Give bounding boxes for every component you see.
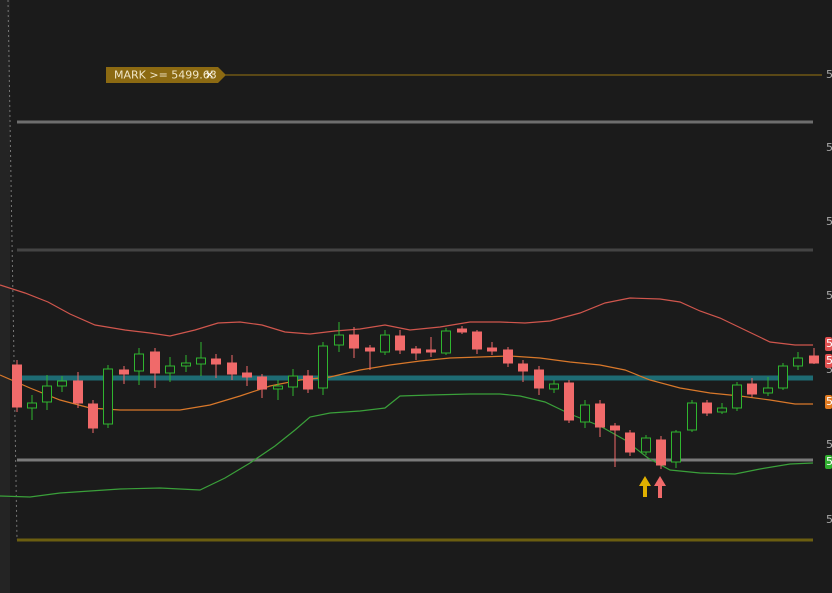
candle-body (288, 375, 298, 388)
price-tag-label: 5 (826, 354, 832, 367)
candle-body (27, 402, 37, 409)
candle-body (702, 402, 712, 414)
candle-body (103, 368, 113, 425)
candle-body (165, 365, 175, 374)
candle-body (580, 404, 590, 423)
candle-body (656, 439, 666, 466)
buy-arrow (639, 476, 651, 497)
candle-body (181, 362, 191, 367)
candle-body (88, 403, 98, 429)
middle-band (0, 355, 813, 411)
candle-body (380, 334, 390, 353)
candle-body (778, 365, 788, 389)
price-label: 5 (826, 141, 832, 154)
candle-body (119, 369, 129, 375)
candle-body (42, 385, 52, 403)
price-label: 5 (826, 68, 832, 81)
candle-body (242, 372, 252, 378)
candle-body (732, 384, 742, 409)
candle-body (518, 363, 528, 372)
candle-body (503, 349, 513, 364)
alert-badge[interactable] (106, 67, 226, 83)
candle-body (303, 375, 313, 390)
alert-label: MARK >= 5499.63 (114, 69, 217, 82)
candle-body (610, 425, 620, 431)
price-tag-label: 5 (826, 455, 832, 468)
candle-body (73, 380, 83, 404)
candle-body (687, 402, 697, 431)
candle-body (641, 437, 651, 453)
candle-body (472, 331, 482, 350)
price-label: 5 (826, 363, 832, 376)
alert-close[interactable]: ✕ (205, 69, 214, 82)
price-tag-label: 5 (826, 337, 832, 350)
lower-band (0, 393, 814, 498)
candle-body (534, 369, 544, 389)
price-label: 5 (826, 289, 832, 302)
price-axis (822, 0, 832, 593)
candle-body (426, 349, 436, 353)
candle-body (134, 353, 144, 372)
candle-body (671, 431, 681, 463)
candle-body (57, 380, 67, 387)
candle-body (365, 347, 375, 352)
candle-body (763, 387, 773, 394)
sell-arrow (654, 476, 666, 498)
candle-body (334, 334, 344, 346)
upper-band (0, 284, 813, 346)
candle-body (150, 351, 160, 374)
price-tag (825, 395, 832, 409)
candle-body (349, 334, 359, 349)
price-label: 5 (826, 513, 832, 526)
candle-body (717, 407, 727, 413)
candle-body (227, 362, 237, 375)
candle-body (747, 383, 757, 395)
candle-body (411, 348, 421, 354)
price-tag (825, 337, 832, 351)
price-label: 5 (826, 438, 832, 451)
candle-body (809, 355, 819, 364)
candle-body (318, 345, 328, 389)
dotted-line (7, 0, 18, 541)
candle-body (549, 383, 559, 390)
candles (12, 322, 819, 469)
candle-body (595, 403, 605, 428)
candle-body (395, 335, 405, 351)
left-strip (0, 0, 10, 593)
candle-body (487, 347, 497, 352)
candle-body (564, 382, 574, 421)
candle-body (257, 376, 267, 390)
candle-body (211, 358, 221, 365)
price-tag-label: 5 (826, 395, 832, 408)
price-tag (825, 455, 832, 469)
candle-body (12, 364, 22, 408)
candle-body (793, 357, 803, 367)
price-tag (825, 354, 832, 368)
candle-body (457, 328, 467, 333)
candle-body (196, 357, 206, 365)
price-label: 5 (826, 215, 832, 228)
candle-body (441, 330, 451, 354)
candle-body (625, 432, 635, 453)
candle-body (273, 385, 283, 390)
